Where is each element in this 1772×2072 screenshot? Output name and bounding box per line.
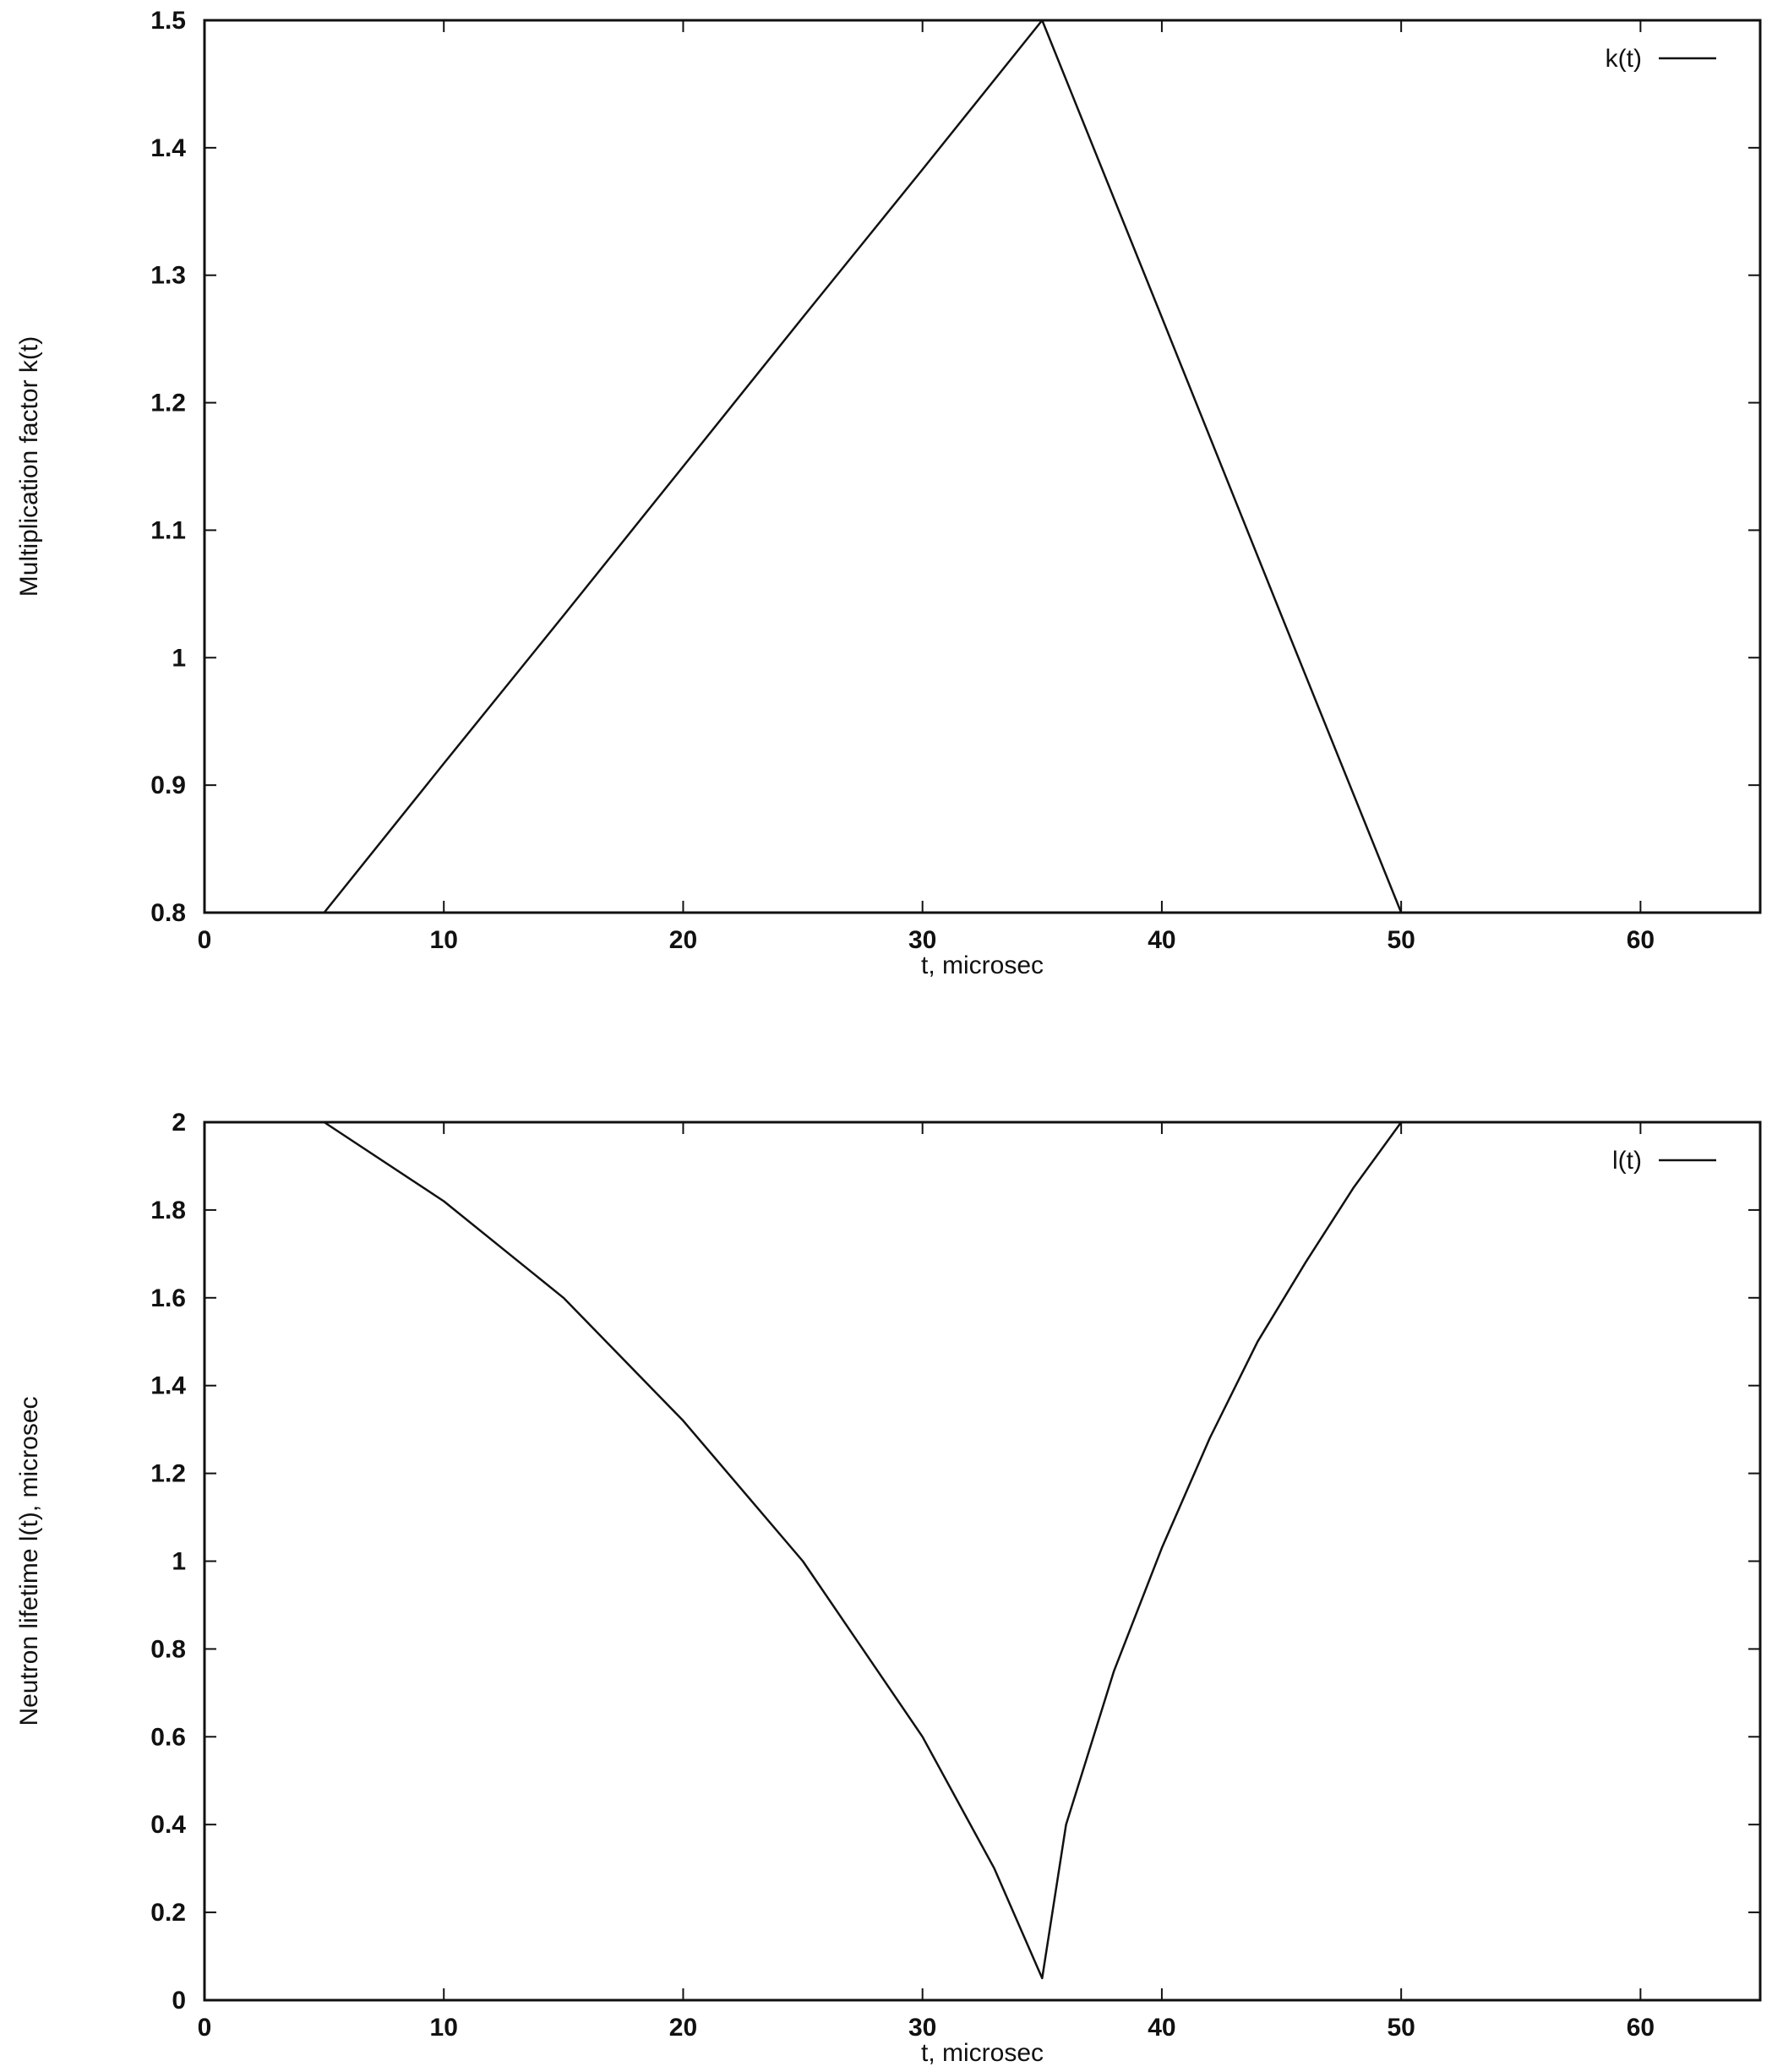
x-tick-label: 60 [1627,926,1655,954]
x-tick-label: 50 [1387,926,1415,954]
x-tick-label: 40 [1148,926,1175,954]
y-tick-label: 0.4 [150,1811,186,1839]
y-tick-label: 1.4 [150,1372,186,1400]
y-tick-label: 1.6 [150,1284,186,1312]
y-tick-label: 1.5 [150,7,186,35]
x-axis-title: t, microsec [921,2039,1044,2067]
chart-2: 0 10 20 30 40 50 60 0 0.2 0.4 0.6 0.8 1 1.2 1.4 1.6 1.8 2… [15,1109,1762,2067]
x-tick-label: 30 [908,926,936,954]
x-axis-title: t, microsec [921,951,1044,979]
y-tick-label: 1 [172,1548,186,1576]
y-tick-label: 0.8 [150,1635,186,1663]
chart-1: 0 10 20 30 40 50 60 0.8 0.9 1 1.1 1.2 1.3 1.4 1.5 t, mi… [15,7,1762,979]
y-tick-label: 0.2 [150,1899,186,1927]
y-tick-label: 1 [172,644,186,672]
y-tick-label: 0.9 [150,772,186,799]
y-tick-label: 1.3 [150,262,186,290]
y-axis-title: Neutron lifetime l(t), microsec [15,1396,43,1726]
y-axis-title: Multiplication factor k(t) [15,336,43,597]
y-tick-label: 1.1 [150,516,186,544]
x-tick-label: 20 [669,926,697,954]
x-tick-label: 20 [669,2014,697,2042]
series-line-kt [204,19,1760,914]
series-line-lt [204,1121,1760,1980]
x-tick-label: 40 [1148,2014,1175,2042]
y-tick-label: 0.8 [150,899,186,927]
legend-label: l(t) [1612,1147,1642,1175]
y-tick-label: 1.2 [150,390,186,417]
x-tick-label: 10 [430,2014,458,2042]
y-tick-label: 1.2 [150,1460,186,1488]
x-tick-label: 10 [430,926,458,954]
y-tick-label: 2 [172,1109,186,1137]
plot-frame [203,1121,1762,2002]
x-tick-label: 0 [198,2014,212,2042]
x-tick-label: 50 [1387,2014,1415,2042]
legend-label: k(t) [1606,45,1642,73]
y-tick-label: 0 [172,1987,186,2015]
plot-frame [203,19,1762,914]
y-tick-label: 1.4 [150,134,186,162]
x-tick-label: 60 [1627,2014,1655,2042]
x-tick-label: 30 [908,2014,936,2042]
y-tick-label: 1.8 [150,1197,186,1224]
y-tick-label: 0.6 [150,1723,186,1751]
x-tick-label: 0 [198,926,212,954]
